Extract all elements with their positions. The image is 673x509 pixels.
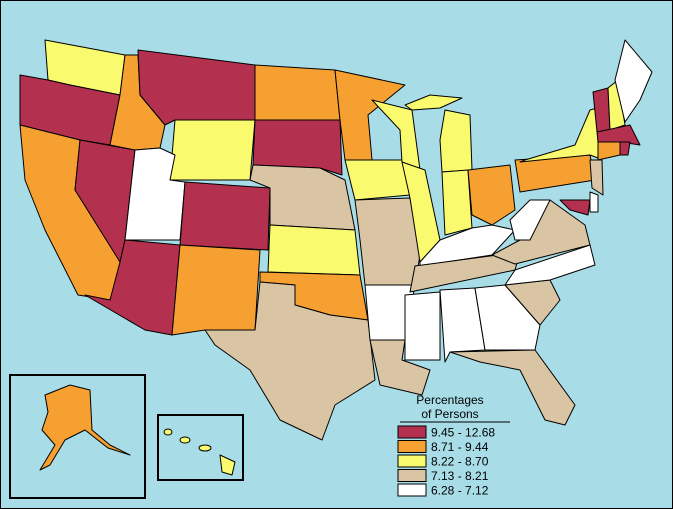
- state: [589, 191, 599, 213]
- hawaii-inset: [157, 414, 244, 481]
- state: [619, 141, 631, 156]
- state: [439, 287, 486, 363]
- legend-swatch: [397, 440, 427, 453]
- state: [559, 199, 591, 216]
- hawaii: [163, 428, 236, 476]
- state: [219, 454, 236, 476]
- state: [439, 109, 473, 173]
- state: [163, 428, 173, 436]
- state: [614, 39, 653, 123]
- state: [198, 444, 212, 452]
- legend-title: Percentages: [416, 393, 483, 407]
- legend-label: 6.28 - 7.12: [431, 484, 489, 498]
- legend-swatch: [397, 425, 427, 439]
- state: [267, 224, 361, 276]
- state: [171, 244, 261, 336]
- state: [467, 164, 516, 226]
- legend-swatch: [397, 454, 427, 468]
- state: [449, 349, 576, 426]
- state: [124, 147, 186, 241]
- alaska-inset: [9, 374, 146, 499]
- state: [169, 119, 256, 181]
- legend-swatch: [397, 469, 427, 482]
- legend-label: 9.45 - 12.68: [431, 426, 495, 440]
- legend-title: of Persons: [421, 407, 478, 421]
- state: [441, 169, 473, 236]
- state: [179, 181, 271, 251]
- legend-label: 7.13 - 8.21: [431, 469, 489, 483]
- state: [509, 199, 551, 241]
- state: [39, 384, 131, 471]
- legend-label: 8.22 - 8.70: [431, 455, 489, 469]
- legend-label: 8.71 - 9.44: [431, 440, 489, 454]
- state: [354, 197, 421, 286]
- state: [254, 64, 341, 121]
- state: [344, 159, 411, 201]
- state: [204, 281, 376, 441]
- states: [19, 39, 653, 441]
- state: [589, 159, 604, 196]
- legend: Percentages of Persons 9.45 - 12.688.71 …: [397, 393, 510, 498]
- legend-swatch: [397, 483, 427, 497]
- state: [474, 284, 541, 351]
- state: [607, 79, 626, 131]
- state: [252, 119, 343, 176]
- state: [404, 94, 463, 111]
- state: [179, 436, 191, 444]
- state: [404, 291, 441, 361]
- state: [504, 244, 596, 286]
